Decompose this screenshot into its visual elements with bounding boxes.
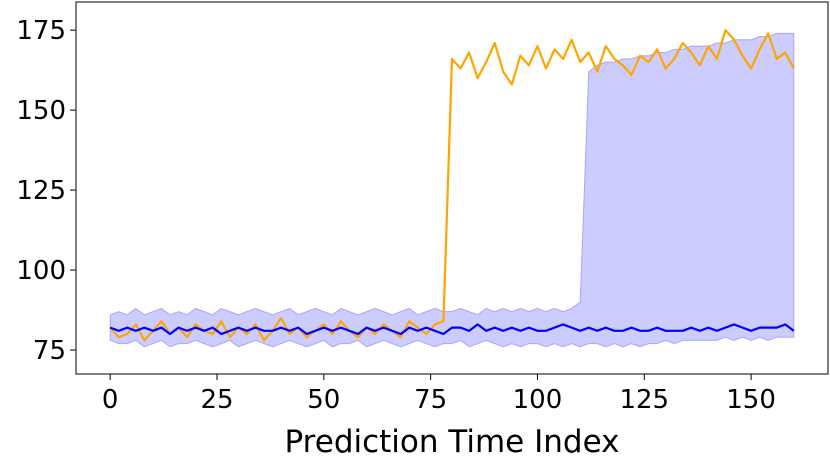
- x-tick-label: 50: [307, 385, 340, 415]
- x-tick-label: 25: [200, 385, 233, 415]
- series-line: [109, 29, 795, 342]
- y-tick-label: 125: [16, 176, 66, 206]
- y-tick-label: 175: [16, 16, 66, 46]
- x-tick-label: 75: [414, 385, 447, 415]
- y-tick-label: 150: [16, 96, 66, 126]
- x-tick-label: 0: [102, 385, 119, 415]
- x-tick-label: 100: [513, 385, 563, 415]
- y-tick-label: 100: [16, 256, 66, 286]
- x-tick-label: 150: [726, 385, 776, 415]
- series-line: [109, 323, 795, 336]
- x-axis-label: Prediction Time Index: [285, 424, 620, 460]
- plot-frame: [75, 1, 829, 375]
- x-tick-label: 125: [619, 385, 669, 415]
- uncertainty-band: [109, 32, 795, 348]
- y-tick-label: 75: [33, 336, 66, 366]
